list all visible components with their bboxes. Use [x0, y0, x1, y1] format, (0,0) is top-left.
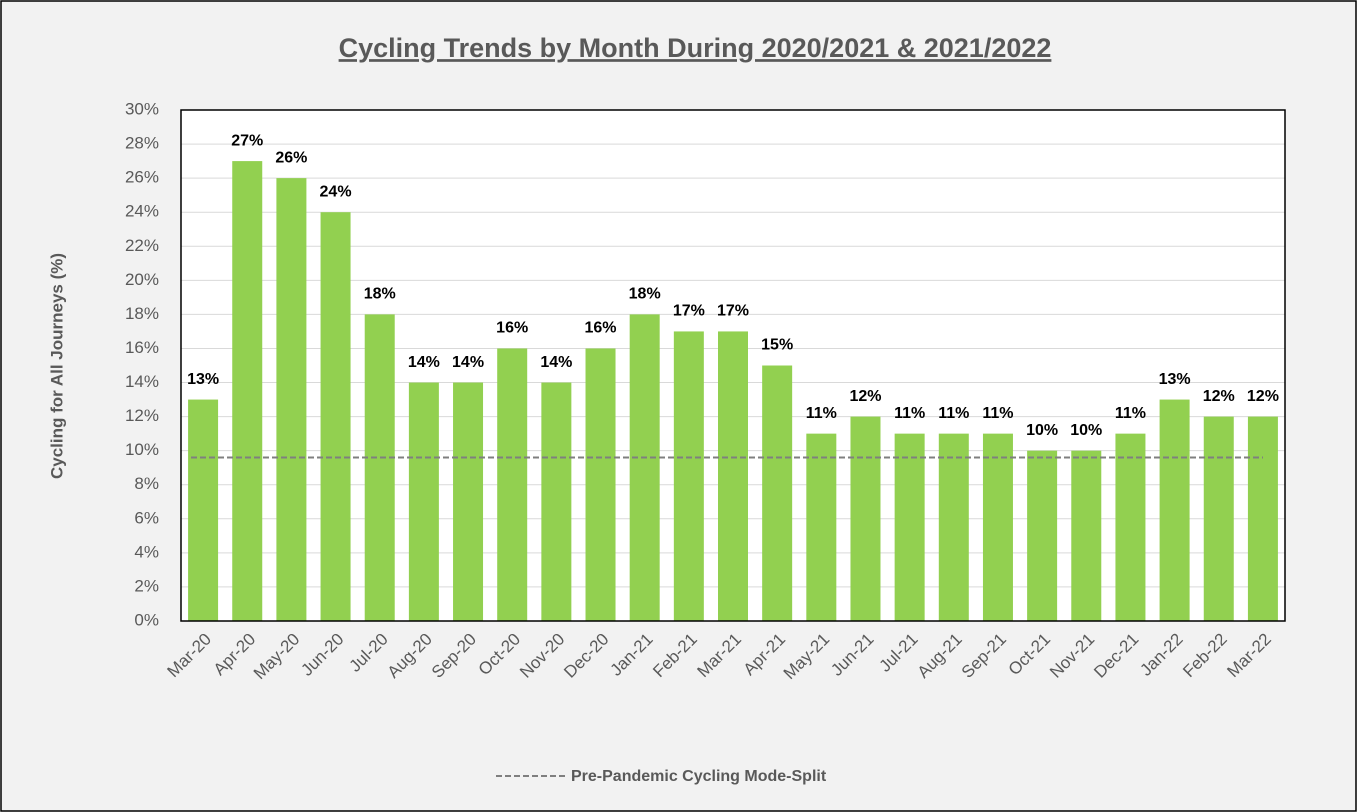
y-axis-label: Cycling for All Journeys (%): [47, 253, 66, 479]
bar: [1071, 450, 1102, 621]
bar: [629, 314, 660, 621]
chart-title: Cycling Trends by Month During 2020/2021…: [339, 33, 1052, 63]
y-tick-label: 2%: [134, 576, 159, 595]
data-label: 26%: [275, 149, 307, 166]
bar: [1159, 399, 1190, 621]
data-label: 10%: [1070, 422, 1102, 439]
bar: [232, 161, 263, 621]
y-tick-label: 26%: [125, 168, 159, 187]
bar: [188, 399, 219, 621]
bar: [1115, 433, 1146, 621]
data-label: 16%: [585, 320, 617, 337]
y-tick-label: 4%: [134, 542, 159, 561]
data-label: 13%: [1159, 371, 1191, 388]
data-label: 11%: [982, 405, 1013, 422]
bar: [673, 331, 704, 621]
data-label: 17%: [717, 303, 749, 320]
bar: [320, 212, 351, 621]
data-label: 12%: [849, 388, 881, 405]
data-label: 11%: [938, 405, 969, 422]
bar: [894, 433, 925, 621]
data-label: 15%: [761, 337, 793, 354]
bar: [1247, 416, 1278, 621]
y-tick-label: 20%: [125, 270, 159, 289]
bar: [453, 382, 484, 621]
bar: [938, 433, 969, 621]
data-label: 24%: [320, 183, 352, 200]
bar: [408, 382, 439, 621]
y-tick-label: 10%: [125, 440, 159, 459]
y-tick-label: 18%: [125, 304, 159, 323]
data-label: 14%: [540, 354, 572, 371]
legend-label: Pre-Pandemic Cycling Mode-Split: [571, 768, 827, 785]
data-label: 16%: [496, 320, 528, 337]
y-tick-label: 12%: [125, 406, 159, 425]
y-tick-label: 22%: [125, 236, 159, 255]
bar: [1027, 450, 1058, 621]
bar: [364, 314, 395, 621]
bar: [982, 433, 1013, 621]
bar: [1203, 416, 1234, 621]
y-tick-label: 24%: [125, 202, 159, 221]
y-tick-label: 8%: [134, 474, 159, 493]
bar: [850, 416, 881, 621]
data-label: 13%: [187, 371, 219, 388]
data-label: 12%: [1247, 388, 1279, 405]
y-tick-label: 30%: [125, 99, 159, 118]
bar: [718, 331, 748, 621]
data-label: 10%: [1026, 422, 1058, 439]
bar: [276, 178, 307, 621]
data-label: 18%: [629, 286, 661, 303]
data-label: 11%: [894, 405, 925, 422]
bar: [806, 433, 837, 621]
bar: [585, 348, 616, 621]
data-label: 11%: [806, 405, 837, 422]
y-tick-label: 6%: [134, 508, 159, 527]
y-tick-label: 0%: [134, 610, 159, 629]
data-label: 12%: [1203, 388, 1235, 405]
y-tick-label: 14%: [125, 372, 159, 391]
data-label: 27%: [231, 132, 263, 149]
bar: [762, 365, 793, 621]
y-tick-label: 16%: [125, 338, 159, 357]
bar: [497, 348, 528, 621]
bar: [541, 382, 572, 621]
data-label: 14%: [452, 354, 484, 371]
data-label: 18%: [364, 286, 396, 303]
y-tick-label: 28%: [125, 134, 159, 153]
data-label: 14%: [408, 354, 440, 371]
data-label: 11%: [1115, 405, 1146, 422]
plot-border: [180, 109, 1286, 622]
data-label: 17%: [673, 303, 705, 320]
